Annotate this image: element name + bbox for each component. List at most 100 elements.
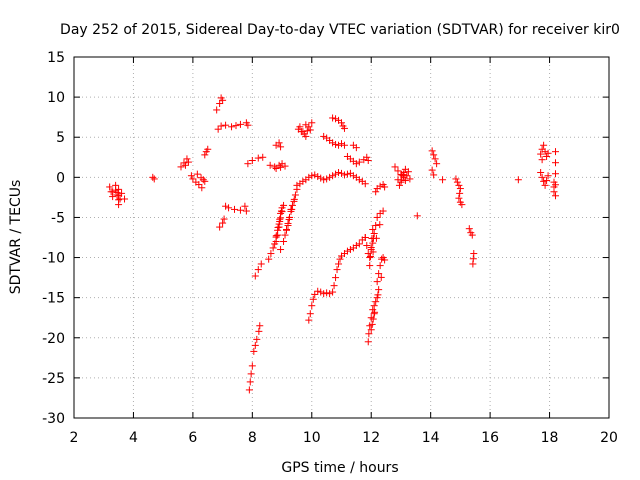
data-point	[267, 250, 275, 258]
x-tick-label: 10	[303, 430, 321, 446]
data-point	[184, 158, 192, 166]
data-point	[311, 290, 319, 298]
data-point	[323, 289, 331, 297]
data-point	[372, 188, 380, 196]
data-point	[177, 163, 185, 171]
data-point	[338, 140, 345, 148]
data-point	[217, 122, 225, 130]
data-point	[285, 213, 293, 221]
data-point	[372, 221, 380, 229]
data-point	[308, 119, 316, 127]
x-tick-label: 20	[600, 430, 618, 446]
data-point	[376, 262, 384, 270]
data-point	[376, 221, 384, 229]
data-point	[280, 201, 288, 209]
data-point	[373, 278, 381, 286]
data-point	[245, 386, 253, 394]
data-point	[232, 122, 240, 130]
data-point	[204, 145, 212, 153]
data-point	[364, 156, 372, 164]
data-point	[329, 288, 337, 296]
data-point	[369, 315, 377, 323]
data-point	[540, 177, 548, 185]
data-point	[303, 127, 311, 135]
data-point	[370, 302, 378, 310]
data-point	[343, 170, 351, 178]
data-point	[453, 178, 461, 186]
data-point	[326, 173, 334, 181]
data-point	[355, 240, 363, 248]
data-point	[335, 169, 343, 177]
data-point	[248, 362, 256, 370]
data-point	[216, 223, 224, 231]
data-point	[329, 114, 337, 122]
data-point	[428, 166, 436, 174]
tick-marks	[73, 56, 610, 419]
data-point	[332, 140, 340, 148]
data-point	[320, 176, 328, 184]
data-point	[401, 177, 409, 185]
data-point	[217, 94, 225, 102]
data-point	[366, 262, 374, 270]
x-tick-label: 18	[541, 430, 559, 446]
data-point	[361, 234, 369, 241]
data-point	[305, 316, 313, 324]
data-point	[332, 170, 340, 178]
data-point	[469, 260, 477, 268]
data-point	[377, 273, 385, 281]
y-tick-label: 10	[47, 90, 65, 106]
data-point	[241, 202, 249, 210]
data-point	[220, 215, 228, 223]
data-point	[269, 244, 277, 252]
data-point	[317, 174, 325, 182]
data-point	[309, 295, 317, 303]
x-axis-label: GPS time / hours	[281, 460, 398, 476]
data-point	[381, 183, 389, 191]
data-point	[225, 204, 233, 212]
data-point	[284, 219, 292, 227]
data-point	[366, 254, 374, 262]
data-point	[293, 181, 301, 189]
data-point	[216, 100, 224, 108]
data-point	[266, 161, 274, 169]
data-point	[452, 175, 460, 183]
data-point	[189, 175, 197, 183]
data-point	[248, 156, 256, 164]
data-point	[308, 302, 316, 310]
data-point	[346, 246, 354, 254]
data-point	[543, 152, 551, 160]
data-point	[311, 171, 319, 179]
data-point	[271, 163, 279, 171]
data-point	[198, 184, 206, 192]
data-point	[302, 132, 310, 140]
data-point	[254, 154, 262, 162]
data-point	[277, 143, 285, 151]
y-tick-label: -25	[42, 371, 65, 387]
data-point	[365, 330, 373, 338]
data-point	[314, 287, 322, 295]
data-point	[391, 163, 399, 171]
data-point	[352, 242, 360, 250]
data-point	[552, 192, 559, 200]
data-point	[113, 191, 121, 199]
data-point	[364, 338, 372, 346]
data-point	[288, 201, 296, 209]
data-point	[299, 177, 307, 185]
data-point	[352, 144, 360, 152]
data-point	[413, 212, 421, 220]
data-point	[251, 341, 259, 349]
data-point	[430, 171, 438, 179]
data-point	[343, 247, 351, 255]
data-point	[329, 172, 337, 180]
data-point	[550, 188, 558, 196]
data-point	[302, 121, 310, 129]
data-point	[338, 119, 345, 127]
data-point	[236, 120, 244, 128]
data-point	[106, 183, 114, 191]
data-point	[544, 149, 552, 157]
data-point	[277, 246, 285, 254]
data-point	[213, 106, 221, 114]
data-point	[244, 121, 252, 129]
x-tick-label: 12	[362, 430, 380, 446]
data-point	[271, 240, 279, 248]
